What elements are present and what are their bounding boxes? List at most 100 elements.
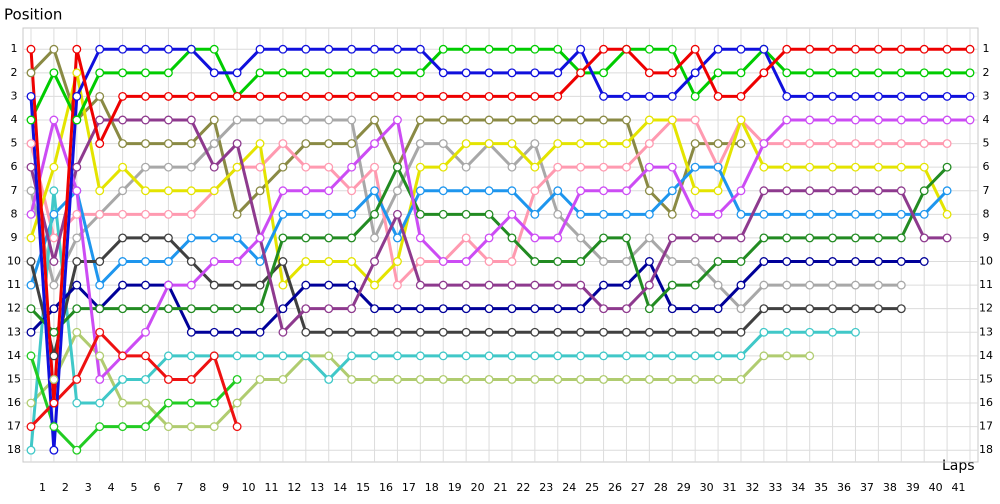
lap-marker — [392, 209, 402, 219]
x-tick-label: 6 — [153, 481, 160, 494]
lap-marker — [163, 233, 173, 243]
lap-marker — [576, 233, 586, 243]
lap-marker — [347, 68, 357, 78]
lap-marker — [896, 233, 906, 243]
lap-marker — [690, 351, 700, 361]
lap-marker — [95, 209, 105, 219]
lap-marker — [896, 68, 906, 78]
lap-marker — [347, 233, 357, 243]
lap-marker — [599, 280, 609, 290]
lap-marker — [576, 186, 586, 196]
lap-marker — [851, 280, 860, 290]
lap-marker — [347, 162, 357, 172]
lap-marker — [72, 162, 82, 172]
lap-marker — [736, 280, 746, 290]
lap-marker — [278, 304, 288, 314]
lap-marker — [667, 209, 677, 219]
lap-marker — [370, 115, 379, 125]
lap-marker — [347, 351, 357, 361]
lap-marker — [72, 280, 82, 290]
lap-marker — [484, 374, 494, 384]
lap-marker — [919, 186, 929, 196]
lap-marker — [873, 115, 883, 125]
x-tick-label: 38 — [883, 481, 897, 494]
lap-marker — [873, 139, 883, 149]
lap-marker — [72, 68, 82, 78]
lap-marker — [736, 186, 746, 196]
lap-marker — [553, 280, 563, 290]
lap-marker — [896, 162, 906, 172]
lap-marker — [232, 327, 242, 337]
lap-marker — [209, 304, 219, 314]
lap-marker — [118, 280, 128, 290]
y-tick-label: 6 — [11, 160, 18, 173]
lap-marker — [759, 304, 769, 314]
x-tick-label: 33 — [768, 481, 782, 494]
lap-marker — [49, 44, 59, 54]
lap-marker — [851, 162, 860, 172]
lap-marker — [72, 91, 82, 101]
lap-marker — [553, 233, 563, 243]
y-tick-label-right: 6 — [983, 160, 990, 173]
lap-marker — [118, 44, 128, 54]
lap-marker — [805, 233, 815, 243]
lap-marker — [49, 351, 59, 361]
lap-marker — [255, 186, 265, 196]
lap-marker — [370, 139, 379, 149]
y-tick-label-right: 7 — [983, 184, 990, 197]
lap-marker — [507, 68, 517, 78]
lap-marker — [415, 162, 425, 172]
lap-marker — [141, 257, 150, 266]
lap-marker — [942, 44, 952, 54]
y-tick-label: 5 — [11, 137, 18, 150]
lap-marker — [530, 209, 540, 219]
y-tick-label: 4 — [11, 113, 18, 126]
lap-marker — [118, 68, 128, 78]
lap-marker — [163, 422, 173, 432]
lap-marker — [347, 280, 357, 290]
lap-marker — [415, 257, 425, 266]
lap-marker — [415, 351, 425, 361]
lap-marker — [415, 139, 425, 149]
lap-marker — [759, 327, 769, 337]
lap-marker — [209, 351, 219, 361]
lap-marker — [782, 44, 792, 54]
lap-marker — [392, 351, 402, 361]
lap-marker — [461, 186, 471, 196]
lap-marker — [95, 327, 105, 337]
lap-marker — [873, 233, 883, 243]
lap-marker — [255, 162, 265, 172]
lap-marker — [186, 186, 196, 196]
lap-marker — [965, 91, 975, 101]
lap-marker — [644, 139, 654, 149]
lap-marker — [851, 186, 860, 196]
lap-marker — [72, 374, 82, 384]
lap-marker — [324, 139, 334, 149]
lap-marker — [805, 304, 815, 314]
lap-marker — [26, 139, 36, 149]
lap-marker — [828, 91, 838, 101]
lap-marker — [507, 280, 517, 290]
lap-marker — [828, 44, 838, 54]
lap-marker — [392, 257, 402, 266]
lap-marker — [736, 91, 746, 101]
lap-marker — [782, 68, 792, 78]
lap-marker — [95, 351, 105, 361]
lap-marker — [576, 304, 586, 314]
lap-marker — [736, 351, 746, 361]
lap-marker — [828, 115, 838, 125]
lap-marker — [622, 257, 631, 266]
lap-marker — [942, 91, 952, 101]
lap-marker — [141, 327, 150, 337]
x-tick-label: 10 — [242, 481, 256, 494]
lap-marker — [484, 280, 494, 290]
lap-marker — [942, 139, 952, 149]
lap-marker — [255, 257, 265, 266]
x-tick-label: 37 — [860, 481, 874, 494]
lap-marker — [507, 209, 517, 219]
lap-marker — [141, 304, 150, 314]
x-tick-label: 23 — [539, 481, 553, 494]
lap-marker — [370, 162, 379, 172]
lap-marker — [186, 257, 196, 266]
y-tick-label-right: 4 — [983, 113, 990, 126]
